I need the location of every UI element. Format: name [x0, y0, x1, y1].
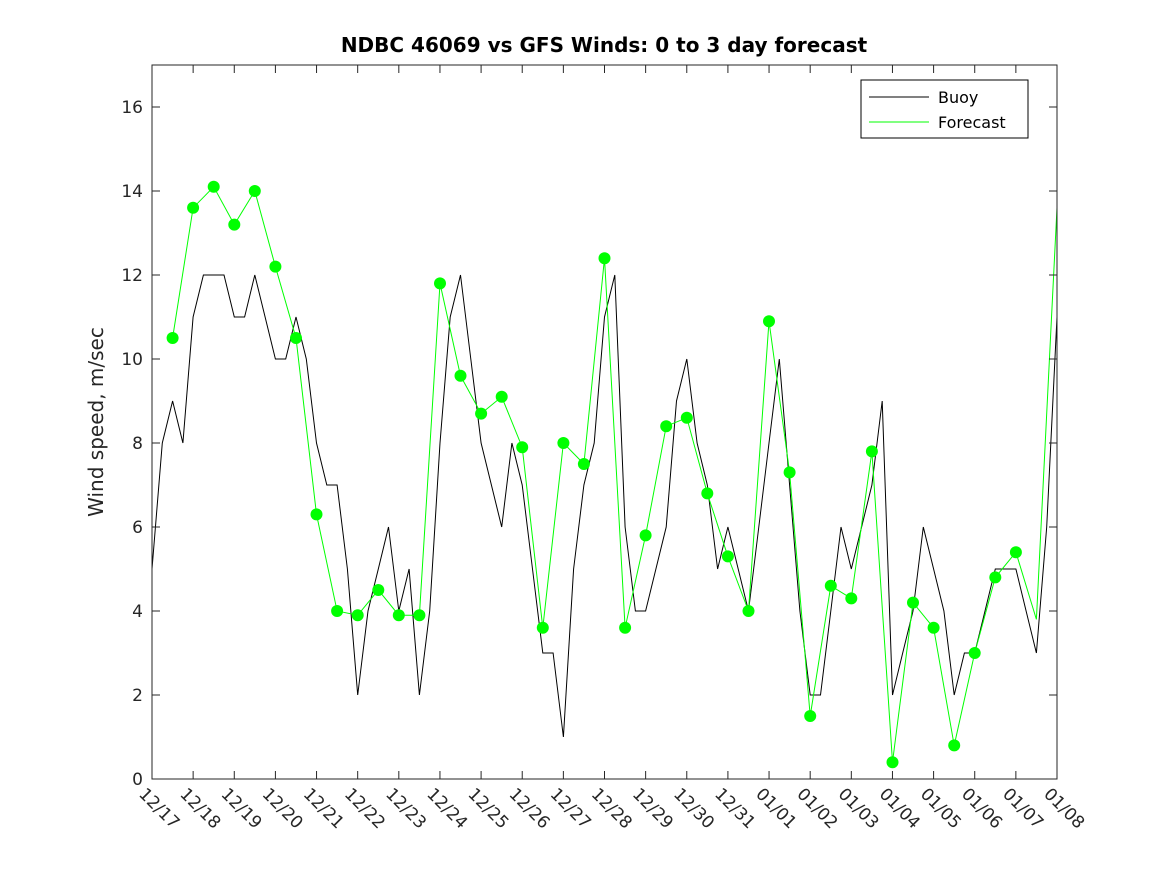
y-tick-label: 12 [121, 266, 143, 286]
forecast-marker [310, 508, 323, 521]
x-tick-label: 12/18 [176, 784, 225, 833]
forecast-marker [392, 609, 405, 622]
forecast-marker [804, 710, 817, 722]
x-tick-label: 12/28 [587, 784, 636, 833]
legend: Buoy Forecast [860, 79, 1029, 139]
forecast-marker [1009, 546, 1022, 559]
forecast-marker [495, 390, 508, 403]
y-axis-label: Wind speed, m/sec [84, 327, 108, 517]
forecast-marker [557, 437, 570, 449]
forecast-marker [927, 621, 940, 634]
y-tick-label: 14 [121, 182, 143, 202]
y-tick-label: 2 [132, 686, 143, 706]
forecast-marker [290, 332, 302, 344]
forecast-marker [680, 411, 693, 424]
axes-box [151, 64, 1058, 780]
forecast-marker [907, 596, 919, 609]
forecast-marker [454, 369, 467, 382]
forecast-marker [331, 605, 344, 617]
forecast-marker [639, 529, 652, 542]
forecast-marker [248, 185, 261, 197]
forecast-marker [886, 756, 899, 769]
legend-label-buoy: Buoy [938, 88, 978, 107]
forecast-marker [187, 201, 200, 214]
chart-title: NDBC 46069 vs GFS Winds: 0 to 3 day fore… [341, 33, 868, 57]
forecast-marker [475, 407, 488, 420]
forecast-marker [619, 621, 632, 634]
x-tick-label: 01/04 [875, 784, 924, 833]
x-axis: 12/1712/1812/1912/2012/2112/2212/2312/24… [134, 65, 1088, 833]
legend-label-forecast: Forecast [938, 113, 1006, 132]
x-tick-label: 01/03 [834, 784, 883, 833]
x-tick-label: 12/19 [217, 784, 266, 833]
x-tick-label: 01/08 [1039, 784, 1088, 833]
y-axis: 0 2 4 6 8 10 12 14 16 [121, 98, 1057, 790]
forecast-marker [968, 647, 981, 659]
forecast-marker [228, 218, 241, 231]
forecast-marker [865, 445, 878, 458]
x-tick-label: 12/24 [422, 784, 471, 833]
x-tick-label: 12/31 [710, 784, 759, 833]
x-tick-label: 12/17 [134, 784, 183, 833]
x-tick-label: 12/25 [464, 784, 513, 833]
forecast-marker [845, 592, 858, 605]
y-tick-label: 4 [132, 602, 143, 622]
y-tick-label: 6 [132, 518, 143, 538]
forecast-marker [989, 571, 1002, 584]
y-tick-label: 0 [132, 770, 143, 790]
forecast-marker [372, 584, 385, 596]
x-tick-label: 12/27 [546, 784, 595, 833]
forecast-marker [269, 260, 282, 273]
plot-area [151, 185, 1058, 763]
forecast-marker [721, 550, 734, 563]
forecast-series-line [172, 185, 1058, 763]
x-tick-label: 12/21 [299, 784, 348, 833]
x-tick-label: 01/06 [957, 784, 1006, 833]
legend-box [860, 79, 1029, 139]
forecast-marker [660, 420, 673, 433]
x-tick-label: 12/30 [669, 784, 718, 833]
forecast-marker [413, 609, 426, 622]
x-tick-label: 12/20 [258, 784, 307, 833]
buoy-series-line [151, 274, 1058, 738]
forecast-marker [783, 466, 796, 479]
x-tick-label: 01/01 [752, 784, 801, 833]
x-tick-label: 01/07 [998, 784, 1047, 833]
forecast-marker [948, 739, 961, 752]
forecast-marker [577, 458, 590, 470]
x-tick-label: 12/29 [628, 784, 677, 833]
y-tick-label: 8 [132, 434, 143, 454]
forecast-marker [516, 441, 529, 454]
y-tick-label: 16 [121, 98, 143, 118]
x-tick-label: 01/05 [916, 784, 965, 833]
forecast-markers [166, 180, 1022, 769]
forecast-marker [763, 315, 775, 328]
x-tick-label: 12/22 [340, 784, 389, 833]
forecast-marker [351, 609, 364, 622]
forecast-marker [434, 277, 446, 290]
x-tick-label: 12/26 [505, 784, 554, 833]
forecast-marker [742, 605, 755, 617]
x-tick-label: 01/02 [793, 784, 842, 833]
y-tick-label: 10 [121, 350, 143, 370]
forecast-marker [536, 621, 549, 634]
forecast-marker [701, 487, 714, 500]
forecast-marker [824, 579, 837, 592]
forecast-marker [598, 252, 611, 265]
x-tick-label: 12/23 [381, 784, 430, 833]
forecast-marker [207, 180, 220, 193]
forecast-marker [166, 332, 179, 344]
